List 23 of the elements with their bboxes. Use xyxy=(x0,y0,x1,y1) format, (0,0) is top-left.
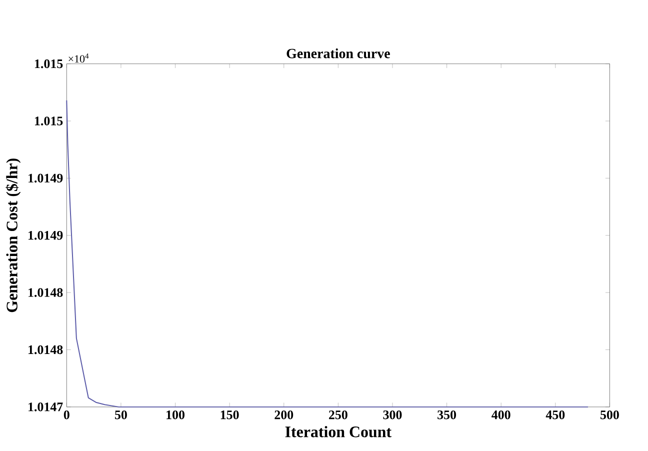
y-tick-label: 1.0149 xyxy=(28,174,63,183)
x-tick-label: 200 xyxy=(274,410,294,420)
y-tick-label: 1.0148 xyxy=(28,288,63,298)
x-tick-label: 100 xyxy=(166,410,184,420)
chart-title: Generation curve xyxy=(286,48,390,58)
y-tick-label: 1.0148 xyxy=(28,345,63,354)
x-axis-title: Iteration Count xyxy=(285,426,392,438)
line-series xyxy=(66,100,588,408)
y-axis-title: Generation Cost ($/hr) xyxy=(6,158,21,312)
x-tick-label: 450 xyxy=(546,410,565,420)
x-tick-label: 500 xyxy=(600,410,619,420)
y-tick-label: 1.0147 xyxy=(28,402,63,412)
x-tick-label: 50 xyxy=(114,410,127,420)
x-tick-label: 250 xyxy=(329,410,348,420)
x-tick-label: 150 xyxy=(220,410,239,420)
x-tick-label: 350 xyxy=(438,410,456,420)
x-tick-label: 400 xyxy=(492,410,510,420)
y-tick-label: 1.015 xyxy=(35,116,63,126)
y-tick-label: 1.015 xyxy=(35,59,63,68)
x-tick-label: 300 xyxy=(383,410,402,420)
y-tick-label: 1.0149 xyxy=(28,231,63,240)
x-tick-label: 0 xyxy=(64,410,70,420)
text: ×10$^{4}$ xyxy=(68,54,89,63)
